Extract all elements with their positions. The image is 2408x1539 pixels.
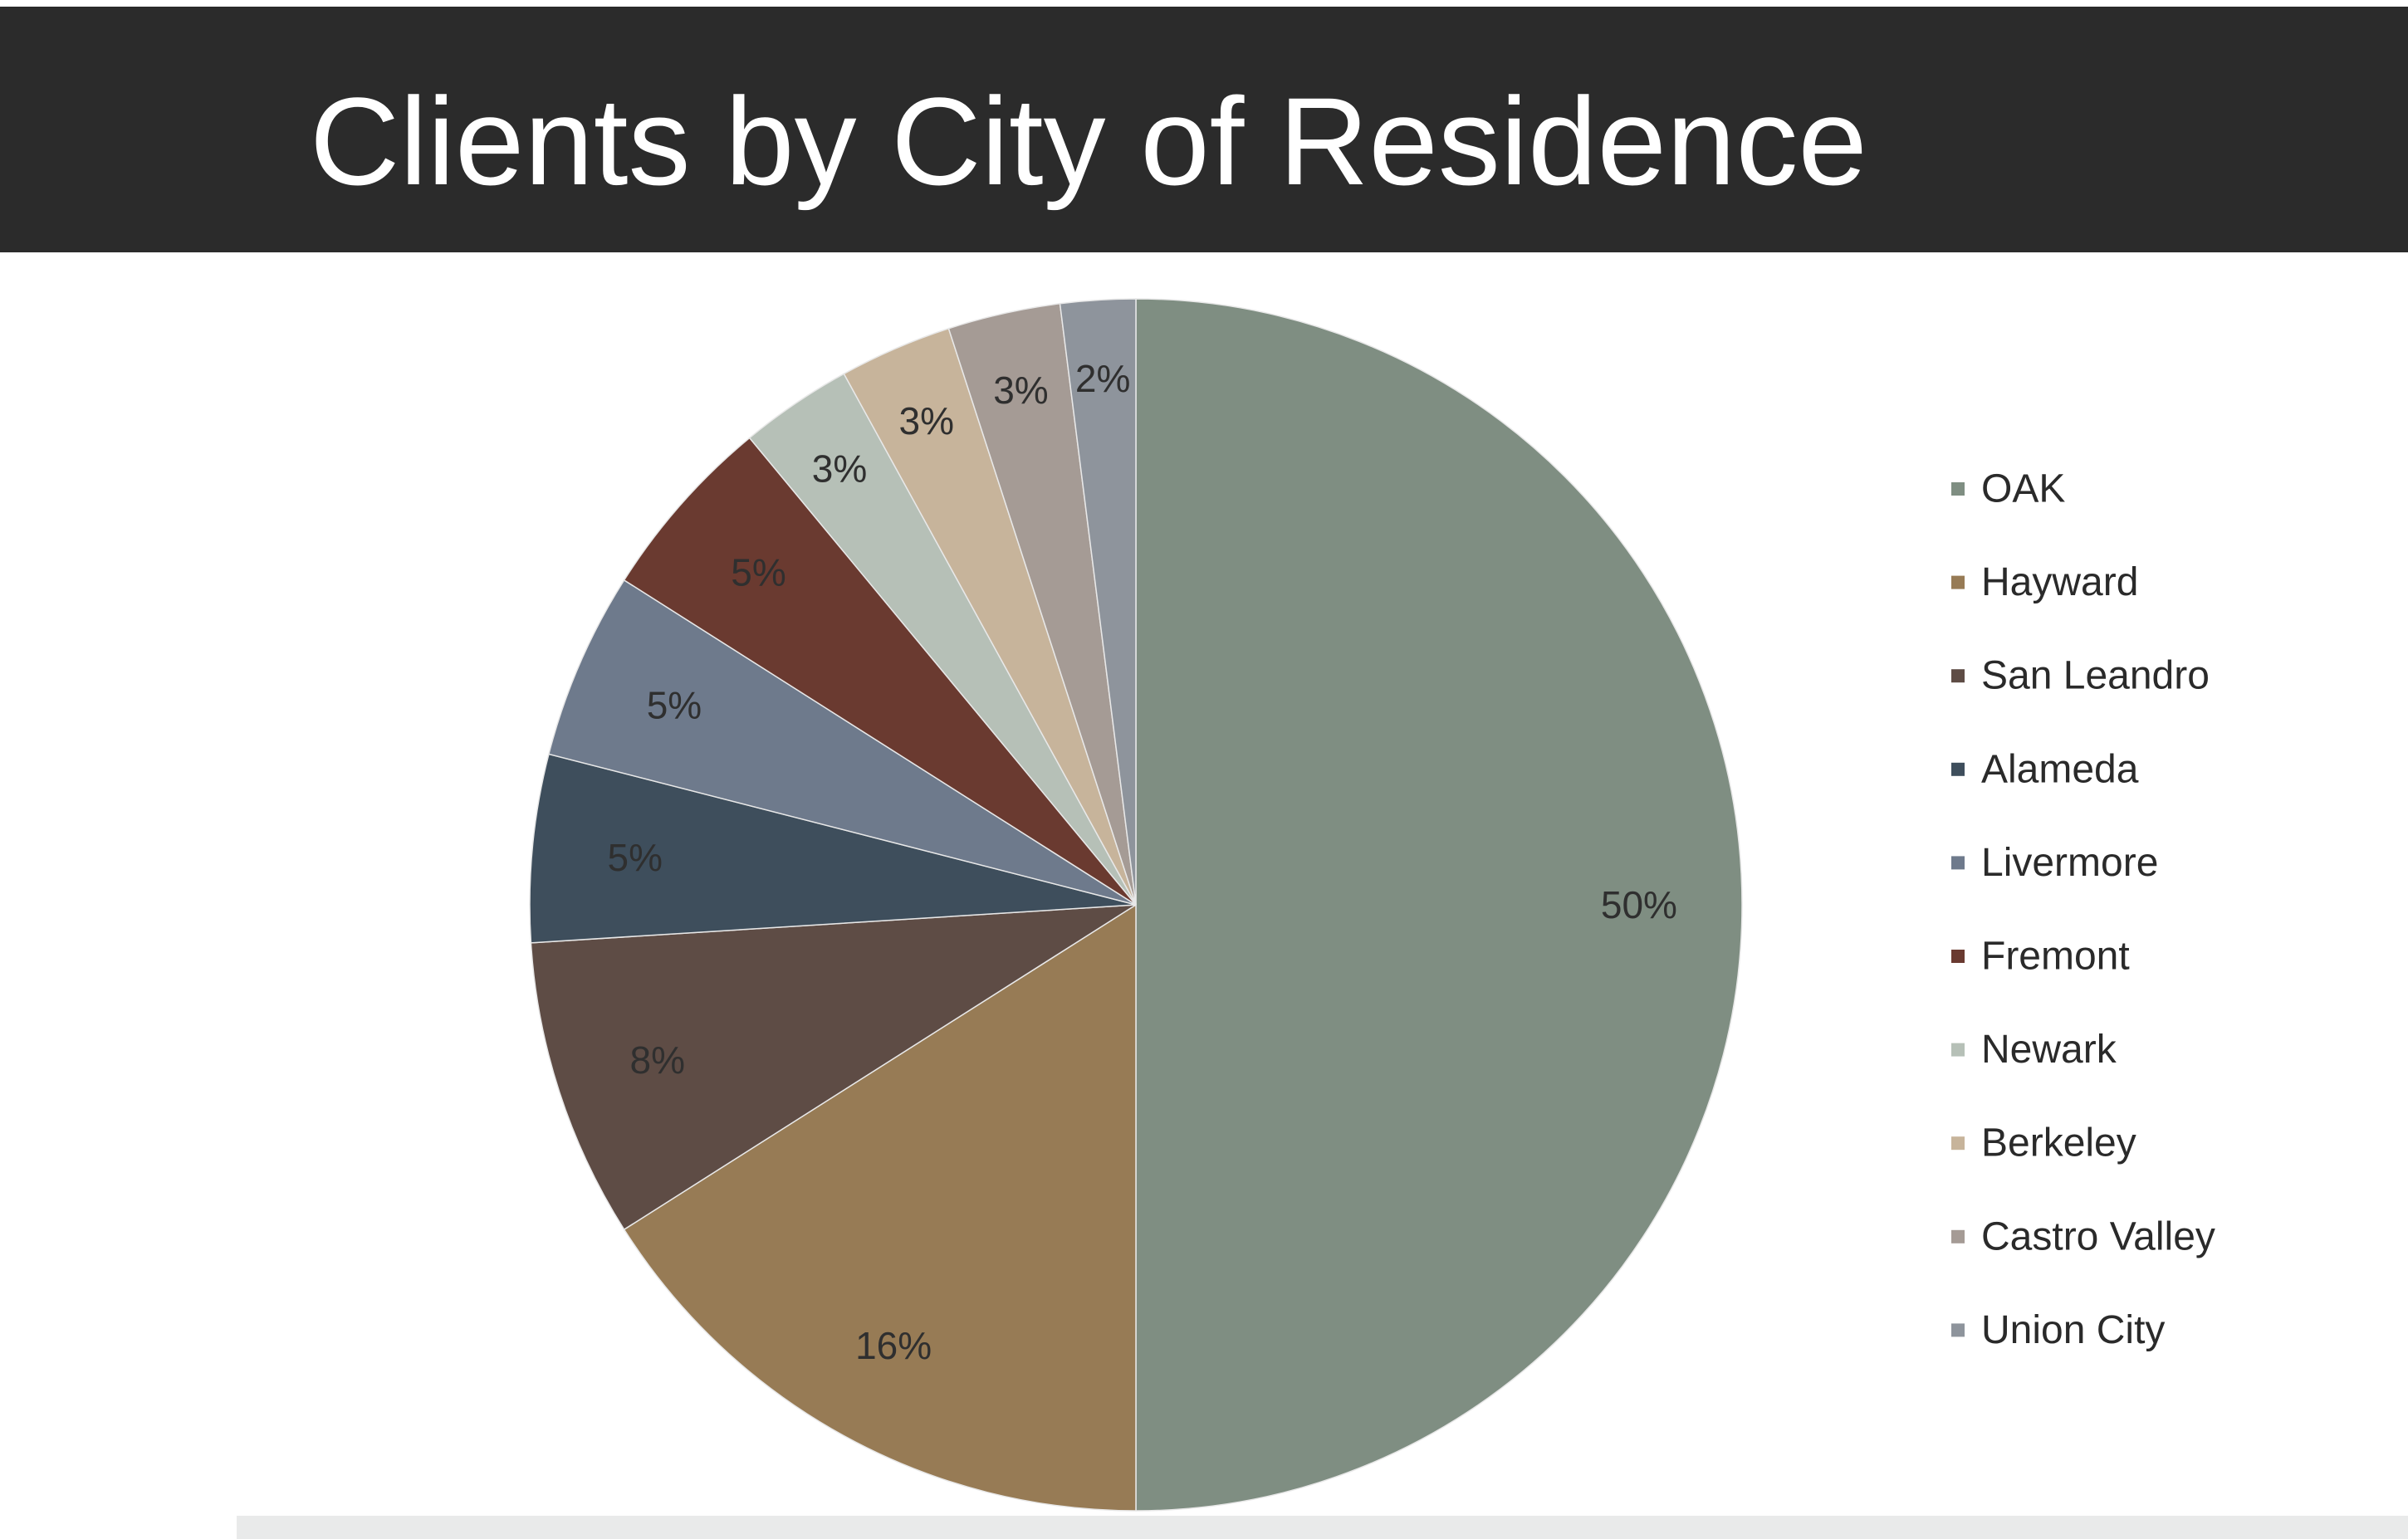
slice-label-newark: 3% [812,447,867,491]
legend-marker-alameda [1951,762,1965,776]
slice-label-union-city: 2% [1075,357,1130,400]
legend-marker-newark [1951,1043,1965,1057]
pie-slice-labels: 50% 16% 8% 5% 5% 5% 3% 3% 3% 2% [608,357,1677,1367]
legend-label-livermore: Livermore [1981,841,2158,885]
legend-label-alameda: Alameda [1981,747,2139,791]
legend-marker-livermore [1951,856,1965,870]
legend-marker-hayward [1951,575,1965,589]
legend-label-hayward: Hayward [1981,560,2138,604]
slice-label-san-leandro: 8% [630,1038,685,1082]
legend-label-castro-valley: Castro Valley [1981,1214,2215,1258]
legend-marker-berkeley [1951,1136,1965,1151]
pie-slices [529,298,1743,1512]
legend: OAK Hayward San Leandro Alameda Livermore Fre… [1951,467,2215,1352]
legend-marker-oak [1951,482,1965,496]
legend-label-oak: OAK [1981,467,2065,511]
pie-slice-san-leandro [530,904,1137,1231]
bottom-strip [237,1516,2408,1539]
pie-slice-alameda [529,753,1137,944]
legend-label-union-city: Union City [1981,1308,2165,1352]
slice-label-hayward: 16% [855,1324,932,1367]
legend-label-fremont: Fremont [1981,935,2130,979]
slice-label-livermore: 5% [647,683,702,726]
title-bar: Clients by City of Residence [0,7,2408,252]
legend-marker-union-city [1951,1323,1965,1337]
slice-label-oak: 50% [1601,883,1677,926]
legend-marker-castro-valley [1951,1229,1965,1243]
legend-label-berkeley: Berkeley [1981,1121,2136,1165]
slice-label-alameda: 5% [608,836,663,879]
slice-label-berkeley: 3% [899,399,954,442]
pie-slice-fremont [623,437,1137,906]
pie-slice-hayward [623,903,1137,1512]
slide-title: Clients by City of Residence [310,71,1867,211]
legend-marker-san-leandro [1951,669,1965,683]
legend-label-san-leandro: San Leandro [1981,654,2210,698]
legend-label-newark: Newark [1981,1028,2117,1072]
slice-label-castro-valley: 3% [993,369,1048,412]
pie-slice-union-city [1059,298,1137,906]
pie-slice-oak [1135,298,1743,1512]
pie-slice-livermore [548,579,1137,906]
slice-label-fremont: 5% [731,550,786,594]
legend-marker-fremont [1951,950,1965,963]
